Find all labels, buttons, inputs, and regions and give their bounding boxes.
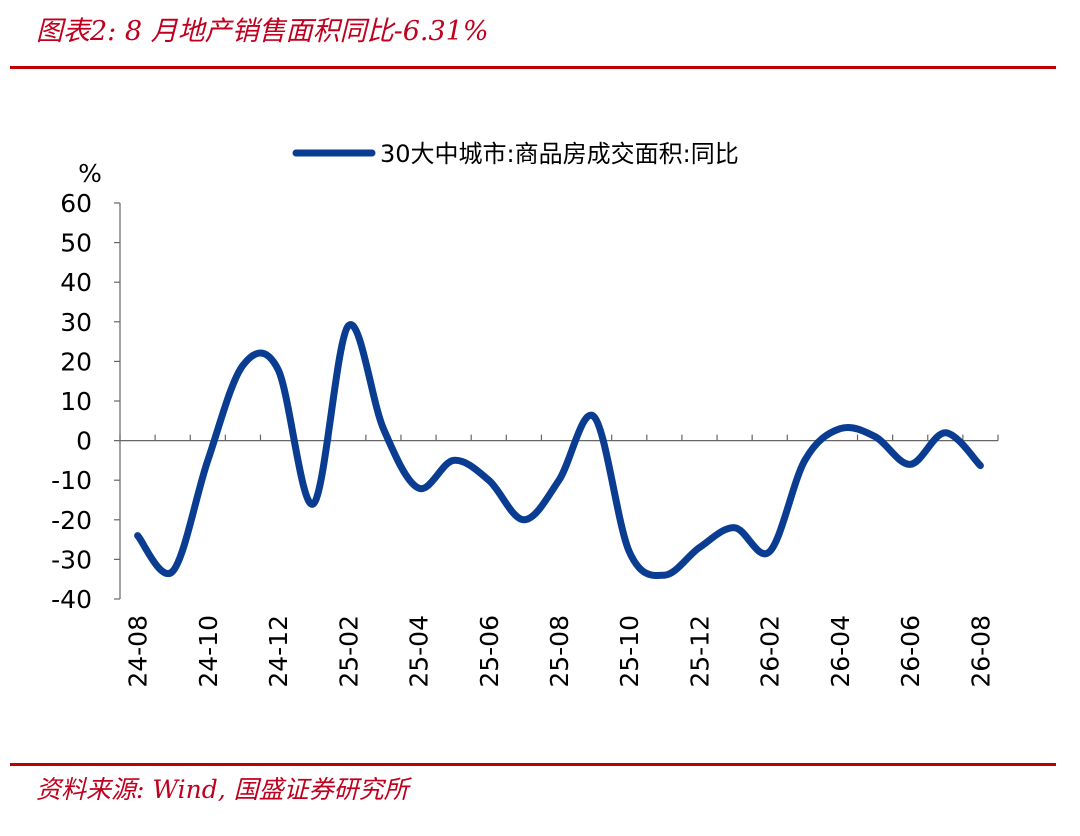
top-divider xyxy=(10,66,1056,69)
x-tick-label: 24-12 xyxy=(264,615,293,688)
x-tick-label: 26-06 xyxy=(896,615,925,688)
y-tick-label: 10 xyxy=(60,387,92,416)
y-unit-label: % xyxy=(78,159,102,188)
bottom-divider xyxy=(10,763,1056,766)
x-tick-label: 26-08 xyxy=(966,615,995,688)
y-tick-label: 40 xyxy=(60,268,92,297)
figure-title: 图表2: 8 月地产销售面积同比-6.31% xyxy=(36,16,489,47)
x-tick-label: 24-10 xyxy=(194,615,223,688)
x-tick-label: 25-02 xyxy=(334,615,363,688)
y-tick-label: 50 xyxy=(60,229,92,258)
x-tick-label: 25-12 xyxy=(685,615,714,688)
x-tick-label: 25-10 xyxy=(615,615,644,688)
y-tick-label: -20 xyxy=(51,506,92,535)
x-tick-label: 25-06 xyxy=(475,615,504,688)
y-tick-label: 60 xyxy=(60,189,92,218)
legend-label: 30大中城市:商品房成交面积:同比 xyxy=(380,140,739,168)
y-tick-label: 30 xyxy=(60,308,92,337)
series-line-0 xyxy=(134,321,984,580)
y-tick-label: 0 xyxy=(76,427,92,456)
y-tick-label: 20 xyxy=(60,347,92,376)
x-tick-label: 26-02 xyxy=(756,615,785,688)
x-tick-label: 26-04 xyxy=(826,615,855,688)
x-tick-label: 24-08 xyxy=(124,615,153,688)
x-tick-label: 25-08 xyxy=(545,615,574,688)
y-tick-label: -10 xyxy=(51,466,92,495)
y-tick-label: -30 xyxy=(51,545,92,574)
y-tick-label: -40 xyxy=(51,585,92,614)
x-tick-label: 25-04 xyxy=(405,615,434,688)
source-note: 资料来源: Wind, 国盛证券研究所 xyxy=(36,775,409,804)
